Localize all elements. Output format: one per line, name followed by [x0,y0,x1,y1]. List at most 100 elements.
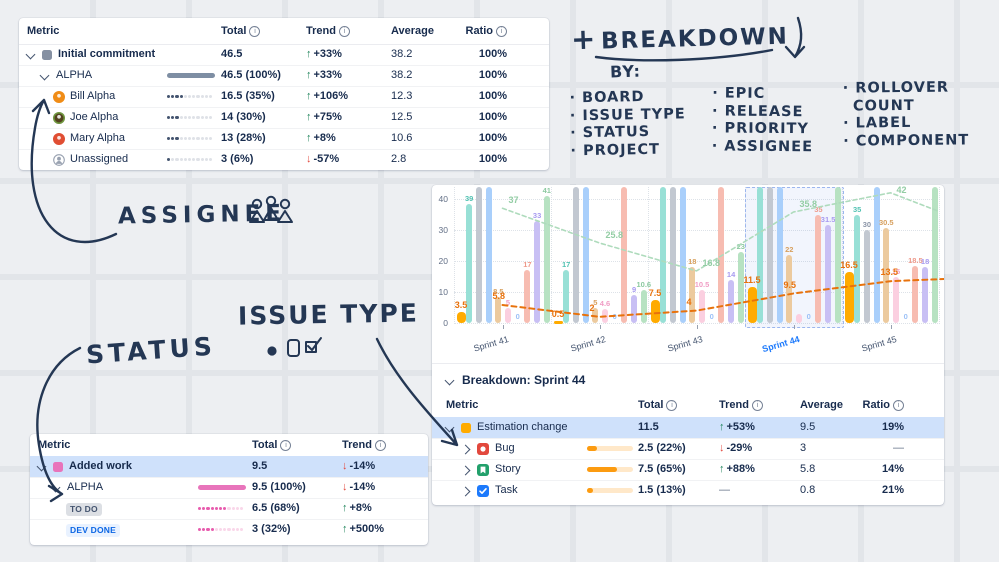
total-value: 1.5 (13%) [638,484,686,496]
trend-up-icon: ↑ [719,421,725,433]
breakdown-row-bug[interactable]: Bug 2.5 (22%) ↓ -29% 3 — [432,438,944,459]
average-value: 0.8 [800,484,816,496]
chart-bar [728,279,735,323]
total-value: 6.5 (68%) [252,502,300,514]
x-axis-label-sprint-44[interactable]: Sprint 44 [760,334,801,355]
dotted-distribution-bar [198,507,244,511]
total-value: 2.5 (22%) [638,442,686,454]
estimation-change-average-label: 9.5 [783,279,797,290]
ratio-value: 100% [478,90,507,102]
x-axis-label-sprint-42[interactable]: Sprint 42 [568,334,607,354]
bar-value-label: 33 [532,210,542,220]
x-axis-label-sprint-43[interactable]: Sprint 43 [665,334,704,354]
chart-bar [582,187,589,323]
metric-label: Task [495,484,518,496]
average-value: 3 [800,442,807,454]
estimation-change-bar[interactable] [456,312,466,323]
ratio-value: 21% [881,484,904,496]
metric-label: Bug [495,442,515,454]
estimation-change-average-label: 5.8 [492,291,506,302]
commitment-row-alpha[interactable]: ALPHA 46.5 (100%) ↑ +33% 38.2 100% [19,65,549,86]
added-work-row-to-do[interactable]: TO DO 6.5 (68%) ↑ +8% [30,498,428,519]
breakdown-section-header[interactable]: Breakdown: Sprint 44 [432,367,944,393]
chevron-down-icon[interactable] [50,482,61,493]
metric-label: Joe Alpha [70,111,119,123]
chart-bar [466,203,473,323]
chevron-right-icon[interactable] [460,465,471,476]
dotted-distribution-bar [167,116,213,120]
bar-value-label: 17 [562,260,571,270]
estimation-change-bar[interactable] [747,287,757,323]
chevron-down-icon[interactable] [25,49,36,60]
dot-doodle-icon [267,346,277,356]
checkbox-doodle-icon [305,337,322,353]
column-header-metric: Metric [27,25,60,37]
added-work-row-added-work[interactable]: Added work 9.5 ↓ -14% [30,456,428,477]
x-axis-tick [502,325,504,329]
trend-down-icon: ↓ [342,481,348,493]
chevron-right-icon[interactable] [460,486,471,497]
secondary-line-label: 16.8 [702,257,721,268]
chart-bar [631,295,638,323]
chevron-right-icon[interactable] [460,444,471,455]
trend-value: ↓ -57% [306,153,340,165]
added-work-row-alpha[interactable]: ALPHA 9.5 (100%) ↓ -14% [30,477,428,498]
info-icon[interactable]: i [496,26,507,37]
estimation-change-bar[interactable] [844,271,854,323]
chart-bar [524,270,531,323]
total-value: 11.5 [638,421,659,433]
breakdown-row-estimation-change[interactable]: Estimation change 11.5 ↑ +53% 9.5 19% [432,417,944,438]
assignee-annotation: ASSIGNEE [117,200,287,230]
info-icon[interactable]: i [338,26,350,37]
chart-bar [699,290,705,323]
chart-bar [534,220,541,323]
chevron-down-icon[interactable] [444,422,455,433]
estimation-change-bar[interactable] [650,299,660,323]
chart-bar [669,187,676,323]
status-badge-dev-done: DEV DONE [66,523,120,537]
chevron-down-icon[interactable] [444,375,455,386]
commitment-row-joe-alpha[interactable]: Joe Alpha 14 (30%) ↑ +75% 12.5 100% [19,107,549,128]
estimation-change-bar[interactable] [553,321,563,325]
commitment-row-bill-alpha[interactable]: Bill Alpha 16.5 (35%) ↑ +106% 12.3 100% [19,86,549,107]
info-icon[interactable]: i [751,400,763,411]
avatar [53,90,65,103]
average-value: 38.2 [391,69,413,81]
added-work-table-header: Metric Total i Trend i [30,434,428,457]
chart-bar [757,187,764,323]
total-value: 9.5 [252,460,268,472]
trend-up-icon: ↑ [306,111,312,123]
commitment-row-unassigned[interactable]: Unassigned 3 (6%) ↓ -57% 2.8 100% [19,149,549,170]
estimation-change-bar-label: 3.5 [454,300,468,311]
chevron-down-icon[interactable] [36,461,47,472]
info-icon[interactable]: i [666,400,678,411]
info-icon[interactable]: i [893,400,904,411]
bar-value-label: 23 [736,241,745,251]
secondary-line-label: 35.8 [799,199,818,210]
breakdown-list-item-priority: · PRIORITY [711,120,810,138]
estimation-change-bar-label: 16.5 [840,259,858,270]
chevron-down-icon[interactable] [39,70,50,81]
trend-value: ↑ +33% [306,48,342,60]
trend-down-icon: ↓ [342,460,348,472]
trend-down-icon: ↓ [306,153,312,165]
breakdown-row-story[interactable]: Story 7.5 (65%) ↑ +88% 5.8 14% [432,459,944,480]
info-icon[interactable]: i [280,440,292,451]
dotted-distribution-bar [167,137,213,141]
breakdown-table-header: Metric Total i Trend i Average Ratio i [432,393,944,418]
x-axis-label-sprint-41[interactable]: Sprint 41 [471,334,510,354]
status-annotation: STATUS [85,331,217,370]
column-header-trend: Trend i [342,434,386,456]
info-icon[interactable]: i [249,26,261,37]
avatar [53,111,65,124]
chart-bar [495,296,502,323]
commitment-row-initial-commitment[interactable]: Initial commitment 46.5 ↑ +33% 38.2 100% [19,44,549,65]
x-axis-label-sprint-45[interactable]: Sprint 45 [859,334,898,354]
commitment-row-mary-alpha[interactable]: Mary Alpha 13 (28%) ↑ +8% 10.6 100% [19,128,549,149]
trend-up-icon: ↑ [306,90,312,102]
breakdown-row-task[interactable]: Task 1.5 (13%) — 0.8 21% [432,480,944,501]
divider [432,363,944,364]
info-icon[interactable]: i [374,440,386,451]
added-work-row-dev-done[interactable]: DEV DONE 3 (32%) ↑ +500% [30,519,428,540]
